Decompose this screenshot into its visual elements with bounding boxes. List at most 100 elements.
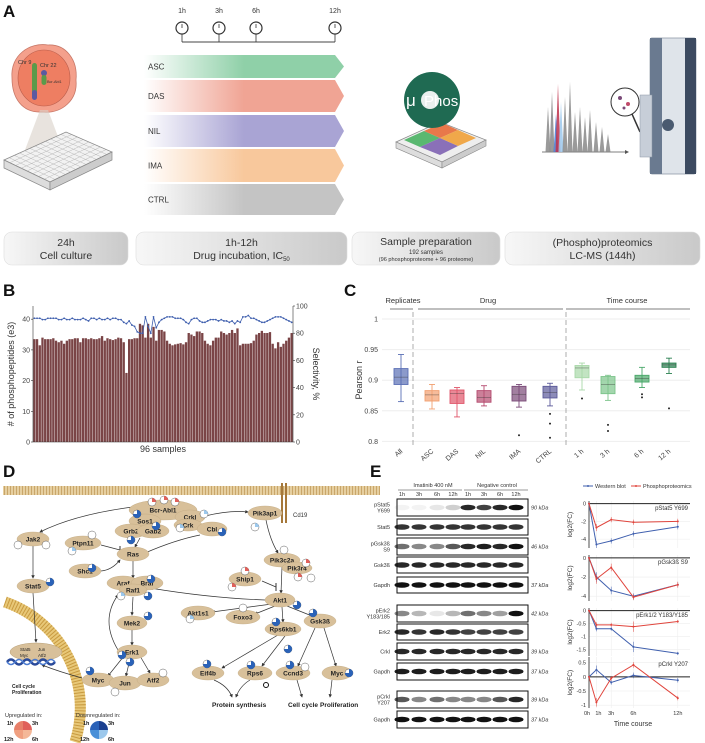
- cd19-label: Cd19: [293, 513, 308, 519]
- selectivity-point: [179, 317, 182, 320]
- legend-time-label: 12h: [80, 737, 90, 743]
- y-tick-label: 0.5: [578, 661, 586, 667]
- pathway-arrow: [323, 627, 337, 667]
- selectivity-point: [152, 315, 155, 318]
- phosphosite-fill: [126, 658, 134, 666]
- cell-membrane: [3, 486, 380, 495]
- bar: [117, 337, 120, 442]
- box-6h: [634, 374, 650, 383]
- y-tick-label: -4: [581, 537, 586, 543]
- phosphosite-fill: [293, 601, 301, 609]
- condition-negative-control: Negative control: [477, 483, 517, 489]
- treatment-label: CTRL: [148, 196, 169, 205]
- bar: [52, 338, 55, 442]
- selectivity-point: [98, 317, 101, 320]
- pathway-arrow: [261, 635, 286, 667]
- x-tick-label: DAS: [445, 448, 461, 463]
- chromosome-9: [32, 63, 37, 97]
- subplot-title: pErk1/2 Y183/Y185: [636, 613, 689, 619]
- panel-e: E Imatinib 400 nM Negative control 1h 3h 6…: [366, 462, 692, 729]
- phosphosite-fill: [286, 661, 294, 669]
- phosphosite-fill: [133, 510, 141, 518]
- blot-label: Erk2: [379, 630, 390, 636]
- blot-band: [429, 543, 445, 550]
- blot-band: [429, 668, 445, 675]
- node-label: Stat5: [25, 583, 41, 590]
- blot-band: [445, 504, 461, 511]
- x-tick-label: IMA: [508, 448, 522, 462]
- stage-subtitle: LC-MS (144h): [570, 250, 636, 262]
- blot-band: [445, 716, 461, 723]
- selectivity-point: [158, 321, 160, 324]
- y2-tick-label: 40: [296, 385, 304, 392]
- y-tick-label: 0.9: [368, 378, 378, 385]
- node-label: Pik3ap1: [253, 510, 278, 517]
- blot-band: [411, 629, 427, 635]
- stage-subtitle-text: Cell culture: [40, 250, 93, 262]
- stage-box: [504, 231, 701, 266]
- node-ptpn11: [64, 535, 102, 551]
- phosphosite-fill: [72, 547, 76, 551]
- selectivity-point: [71, 317, 74, 320]
- node-label: Rps6kb1: [269, 626, 296, 633]
- blot-band: [429, 648, 445, 655]
- blot-band: [492, 696, 508, 703]
- phosphosite-marker: [279, 545, 289, 555]
- box-1h: [574, 365, 590, 379]
- legend-phospho-label: Phosphoproteomics: [643, 484, 692, 490]
- y-tick-label: 10: [22, 409, 30, 416]
- bar: [62, 343, 66, 442]
- selectivity-point: [65, 318, 68, 321]
- selectivity-point: [68, 318, 71, 321]
- bar: [220, 331, 223, 442]
- blot-band: [460, 668, 476, 675]
- y-tick-label: 0.85: [364, 408, 378, 415]
- subplot-title: pStat5 Y699: [655, 506, 689, 512]
- phospho-point: [588, 556, 590, 559]
- outlier-point: [549, 436, 551, 439]
- node-label: Braf: [140, 580, 154, 587]
- node-label: Crk: [183, 522, 194, 529]
- phosphosite-fill: [175, 498, 179, 502]
- selectivity-point: [209, 318, 212, 321]
- lane-label: 1h: [465, 492, 471, 498]
- selectivity-point: [133, 325, 136, 328]
- plate-grid-line: [38, 146, 101, 177]
- blot-band: [411, 524, 427, 530]
- blot-band: [476, 629, 492, 635]
- complex-atf2: Atf2: [38, 653, 47, 658]
- y2-tick-label: 20: [296, 412, 304, 419]
- selectivity-point: [290, 321, 293, 324]
- bar: [79, 342, 82, 442]
- blot-band: [508, 582, 524, 588]
- bar: [122, 342, 125, 442]
- chromosome-9-segment: [32, 90, 37, 100]
- selectivity-point: [250, 317, 252, 320]
- blot-label: pCrkl: [377, 695, 390, 701]
- phosphosite-marker: [87, 530, 97, 540]
- pathway-arrow: [279, 566, 283, 594]
- plate-grid-line: [32, 144, 95, 174]
- phosphosite-fill: [255, 523, 259, 527]
- bar: [279, 346, 282, 442]
- x-tick-label: 6 h: [633, 448, 645, 460]
- pathway-arrow: [281, 606, 285, 623]
- bar: [103, 340, 106, 442]
- y-tick-label: 0: [583, 556, 586, 562]
- spectrum-peak: [545, 107, 551, 152]
- pathway-legend: Upregulated in: Downregulated in: 1h 3h 12…: [4, 713, 121, 743]
- bar: [230, 329, 234, 442]
- bar: [214, 337, 217, 442]
- phospho-point: [676, 520, 679, 523]
- phosphosite-fill: [127, 536, 135, 544]
- blot-band: [394, 543, 410, 550]
- western-point: [595, 627, 598, 630]
- blot-band: [508, 648, 524, 655]
- timepoint-label: 3h: [215, 8, 223, 15]
- bar: [119, 338, 123, 442]
- selectivity-point: [82, 317, 85, 320]
- selectivity-point: [225, 320, 228, 322]
